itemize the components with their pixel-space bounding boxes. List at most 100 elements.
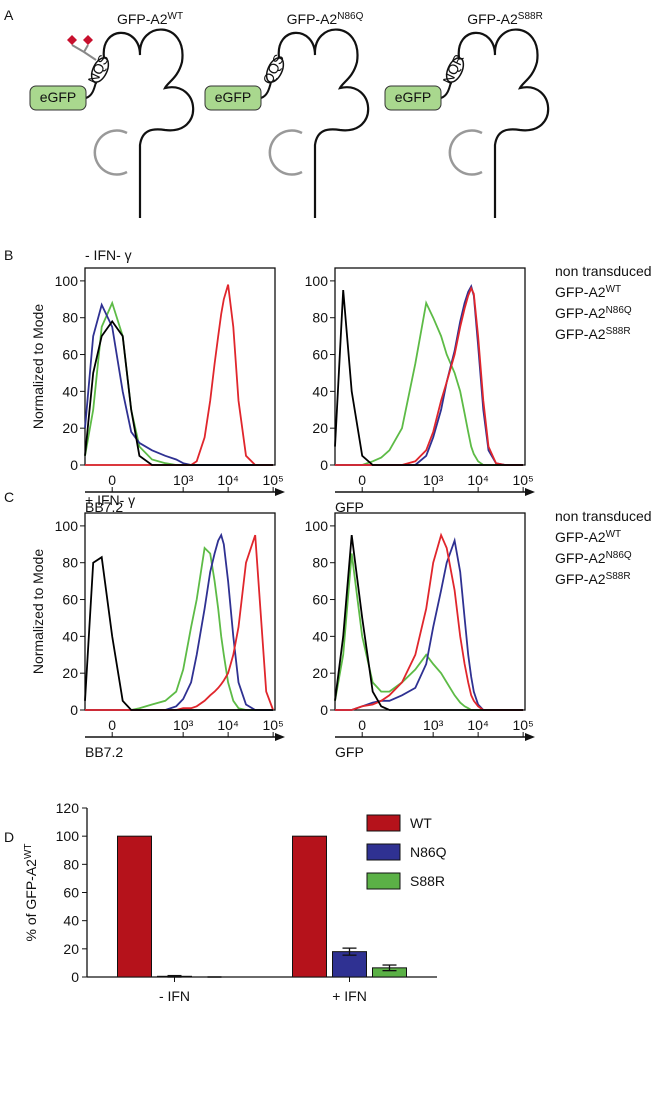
- y-axis-label: % of GFP-A2WT: [23, 843, 40, 941]
- membrane-arc: [93, 129, 128, 176]
- histogram-line: [334, 534, 524, 711]
- y-tick-label: 60: [312, 347, 328, 363]
- legend-swatch: [366, 872, 401, 890]
- histogram-line: [84, 300, 274, 466]
- error-bar: [167, 974, 182, 978]
- y-tick-label: 0: [71, 969, 79, 985]
- legend-entry-sup: S88R: [606, 571, 631, 582]
- y-tick-label: 0: [70, 702, 78, 718]
- motif-oval: [265, 57, 285, 83]
- y-tick-label: 20: [312, 420, 328, 436]
- legend-entry-sup: WT: [606, 529, 622, 540]
- legend-entry: non transduced: [555, 508, 652, 524]
- glycan-sugar: [83, 35, 93, 45]
- histogram-line: [84, 319, 274, 466]
- x-tick-label: 10⁵: [512, 472, 533, 488]
- panel-label: D: [4, 829, 14, 845]
- y-tick-label: 40: [62, 383, 78, 399]
- egfp-label: eGFP: [395, 89, 432, 105]
- egfp-box: [29, 85, 87, 111]
- x-tick-label: - IFN: [159, 988, 190, 1004]
- annotation: + IFN- γ: [85, 492, 135, 508]
- x-tick-label: + IFN: [332, 988, 367, 1004]
- y-tick-label: 60: [312, 592, 328, 608]
- y-axis-label-base: % of GFP-A2: [23, 859, 39, 942]
- legend-entry: GFP-A2S88R: [555, 571, 631, 588]
- histogram-line: [334, 553, 524, 711]
- histogram-line: [85, 284, 274, 466]
- y-tick-label: 100: [305, 273, 329, 289]
- histogram-line: [85, 534, 274, 711]
- x-tick-label: 10³: [173, 472, 194, 488]
- linker: [440, 81, 452, 99]
- x-axis-label: BB7.2: [85, 499, 123, 515]
- y-tick-label: 0: [320, 702, 328, 718]
- x-tick-label: 0: [358, 717, 366, 733]
- annotation: - IFN- γ: [85, 247, 132, 263]
- legend-entry: GFP-A2N86Q: [555, 305, 632, 322]
- y-tick-label: 80: [312, 310, 328, 326]
- histogram-line: [335, 286, 524, 466]
- legend-entry-base: GFP-A2: [555, 529, 606, 545]
- x-axis-label: GFP: [335, 744, 364, 760]
- construct-title: GFP-A2N86Q: [287, 11, 364, 28]
- y-tick-label: 40: [312, 628, 328, 644]
- y-tick-label: 80: [312, 555, 328, 571]
- protein-outline: [102, 28, 195, 218]
- panel-label: B: [4, 247, 13, 263]
- legend-entry: GFP-A2N86Q: [555, 550, 632, 567]
- legend-entry-base: GFP-A2: [555, 571, 606, 587]
- y-tick-label: 100: [56, 828, 80, 844]
- x-tick-label: 10³: [173, 717, 194, 733]
- legend-swatch: [366, 814, 401, 832]
- legend-label: N86Q: [410, 844, 447, 860]
- plot-frame: [84, 267, 276, 466]
- histogram-line: [335, 284, 524, 466]
- legend-swatch: [366, 843, 401, 861]
- y-tick-label: 0: [70, 457, 78, 473]
- motif-oval: [445, 57, 465, 83]
- construct-title: GFP-A2S88R: [467, 11, 543, 28]
- legend-entry-base: GFP-A2: [555, 550, 606, 566]
- x-tick-label: 0: [108, 717, 116, 733]
- y-tick-label: 20: [62, 420, 78, 436]
- egfp-label: eGFP: [215, 89, 252, 105]
- construct: [384, 28, 550, 218]
- histogram-line: [84, 555, 274, 711]
- construct-title-base: GFP-A2: [287, 11, 338, 27]
- egfp-label: eGFP: [40, 89, 77, 105]
- legend-entry-base: GFP-A2: [555, 326, 606, 342]
- bar: [292, 835, 327, 978]
- y-tick-label: 0: [320, 457, 328, 473]
- construct-title-base: GFP-A2: [117, 11, 168, 27]
- y-axis-label-sup: WT: [23, 843, 34, 859]
- legend-entry-sup: S88R: [606, 326, 631, 337]
- y-tick-label: 120: [56, 800, 80, 816]
- construct-title: GFP-A2WT: [117, 11, 183, 28]
- y-tick-label: 40: [62, 628, 78, 644]
- legend-entry: GFP-A2WT: [555, 529, 621, 546]
- construct-title-sup: WT: [168, 11, 184, 22]
- membrane-arc: [268, 129, 303, 176]
- legend-entry-sup: N86Q: [606, 550, 632, 561]
- construct-title-sup: S88R: [518, 11, 543, 22]
- y-axis-label: Normalized to Mode: [30, 549, 46, 674]
- y-tick-label: 80: [62, 555, 78, 571]
- error-bar: [382, 964, 397, 972]
- x-tick-label: 10⁵: [262, 717, 283, 733]
- protein-outline: [277, 28, 370, 218]
- construct: [29, 28, 195, 218]
- y-tick-label: 40: [312, 383, 328, 399]
- y-tick-label: 100: [55, 273, 79, 289]
- linker: [260, 81, 272, 99]
- y-tick-label: 20: [63, 941, 79, 957]
- linker: [85, 81, 97, 99]
- y-tick-label: 60: [62, 347, 78, 363]
- construct-title-sup: N86Q: [337, 11, 363, 22]
- y-tick-label: 40: [63, 913, 79, 929]
- y-tick-label: 60: [63, 885, 79, 901]
- construct-title-base: GFP-A2: [467, 11, 518, 27]
- arrow-head: [525, 488, 535, 496]
- glycan-sugar: [67, 35, 77, 45]
